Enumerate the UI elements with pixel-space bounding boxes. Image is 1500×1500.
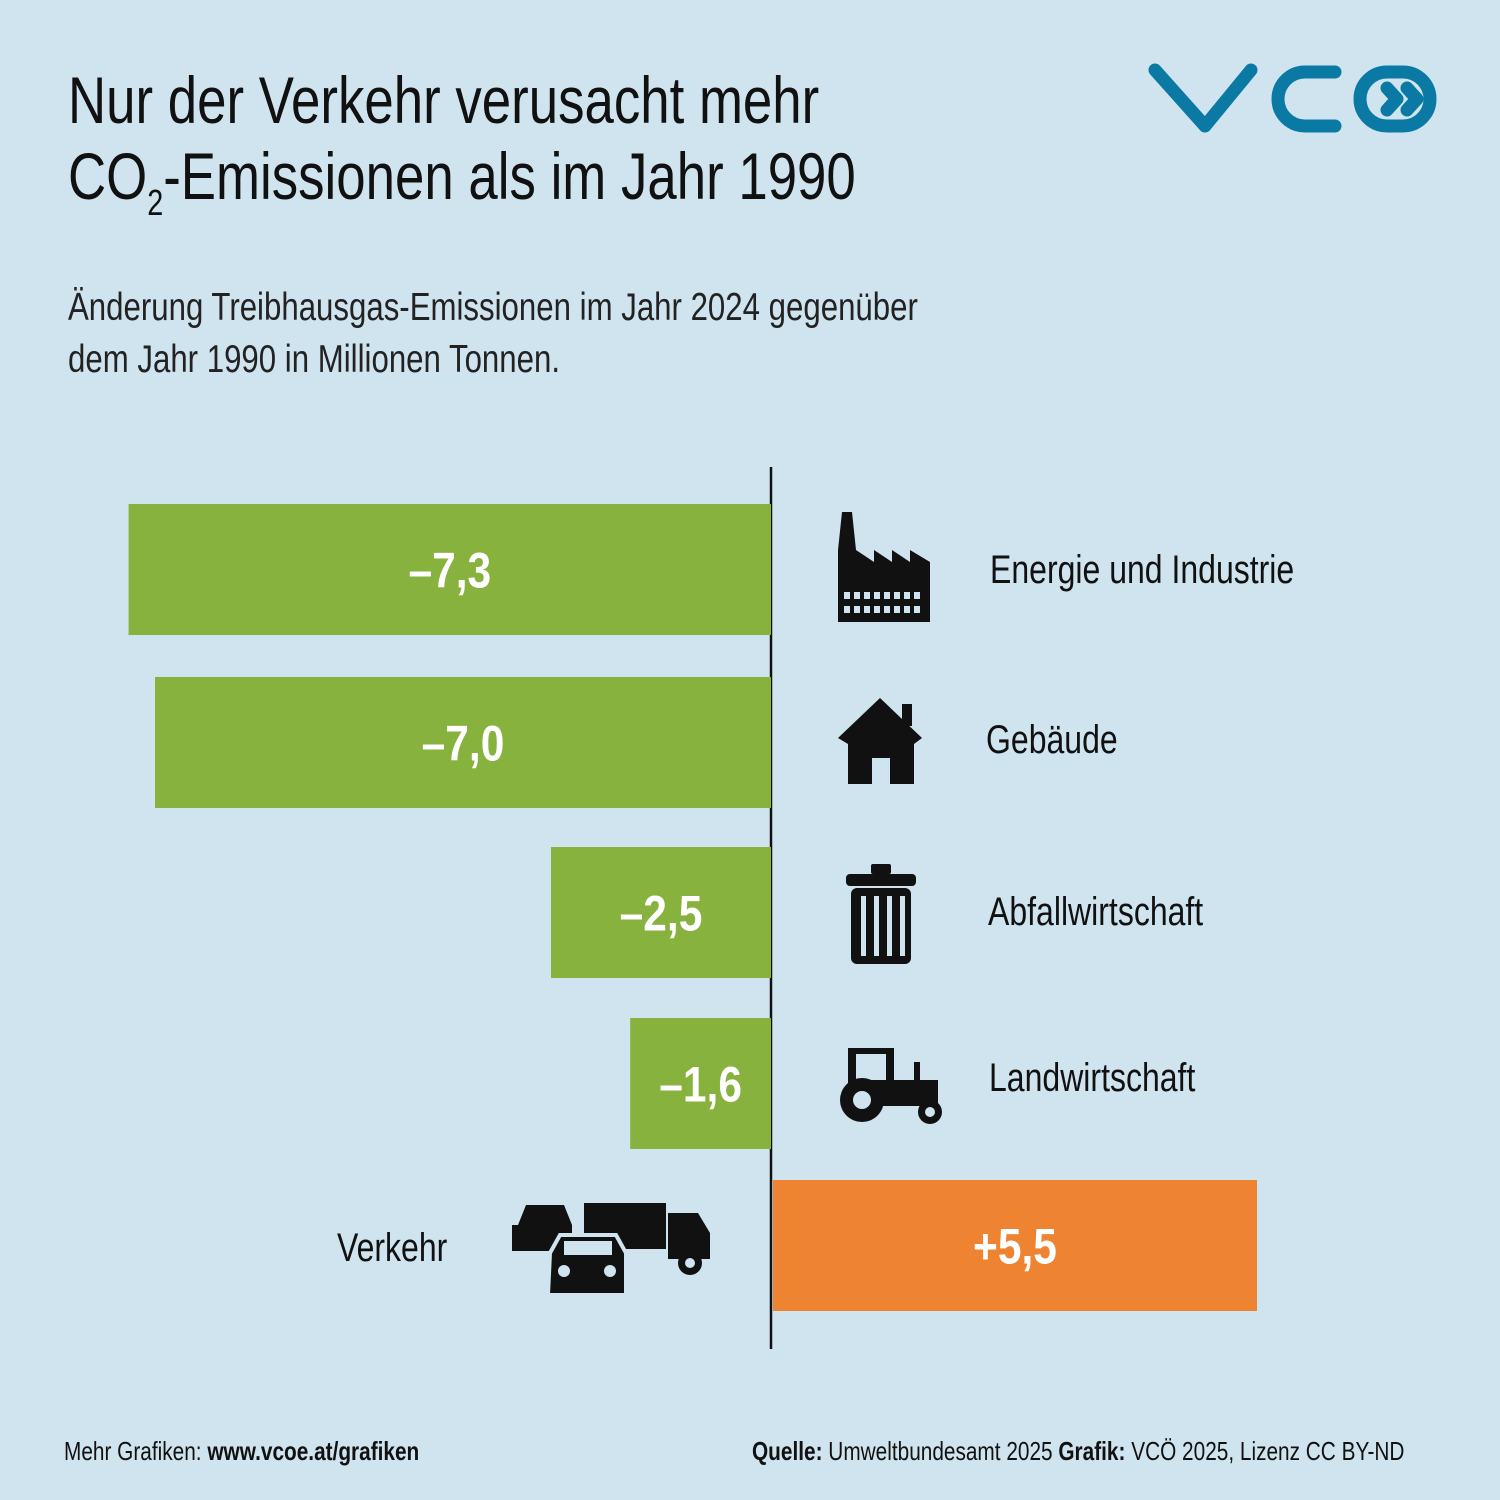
footer-more: Mehr Grafiken: www.vcoe.at/grafiken — [64, 1436, 420, 1466]
title-line-2: CO2-Emissionen als im Jahr 1990 — [68, 139, 856, 223]
bar-4 — [773, 1180, 1257, 1311]
bar-value-label: –2,5 — [620, 885, 703, 941]
tractor-icon — [840, 1048, 942, 1124]
bar-value-label: –7,0 — [422, 715, 505, 771]
bar-2 — [551, 847, 771, 978]
category-label: Verkehr — [337, 1226, 448, 1270]
trash-can-icon — [846, 864, 916, 964]
more-graphics-link[interactable]: www.vcoe.at/grafiken — [207, 1436, 420, 1466]
category-label: Energie und Industrie — [990, 548, 1295, 592]
category-label: Gebäude — [986, 718, 1118, 762]
category-label: Landwirtschaft — [989, 1056, 1196, 1100]
bar-value-label: +5,5 — [973, 1218, 1057, 1274]
footer-source: Quelle: Umweltbundesamt 2025 Grafik: VCÖ… — [752, 1436, 1405, 1466]
house-icon — [838, 698, 922, 784]
factory-icon — [838, 512, 930, 622]
subtitle-line-2: dem Jahr 1990 in Millionen Tonnen. — [68, 338, 561, 381]
title-line-1: Nur der Verkehr verusacht mehr — [68, 63, 820, 137]
subtitle: Änderung Treibhausgas-Emissionen im Jahr… — [68, 282, 1130, 386]
bar-1 — [155, 677, 771, 808]
category-label: Abfallwirtschaft — [988, 890, 1204, 934]
page-title: Nur der Verkehr verusacht mehr CO2-Emiss… — [68, 62, 1168, 241]
bar-0 — [128, 504, 772, 635]
bar-value-label: –1,6 — [659, 1056, 742, 1112]
bar-3 — [630, 1018, 771, 1149]
subtitle-line-1: Änderung Treibhausgas-Emissionen im Jahr… — [68, 286, 918, 329]
traffic-vehicles-icon — [512, 1203, 710, 1297]
bar-value-label: –7,3 — [408, 542, 491, 598]
vcoe-logo — [1148, 63, 1437, 133]
